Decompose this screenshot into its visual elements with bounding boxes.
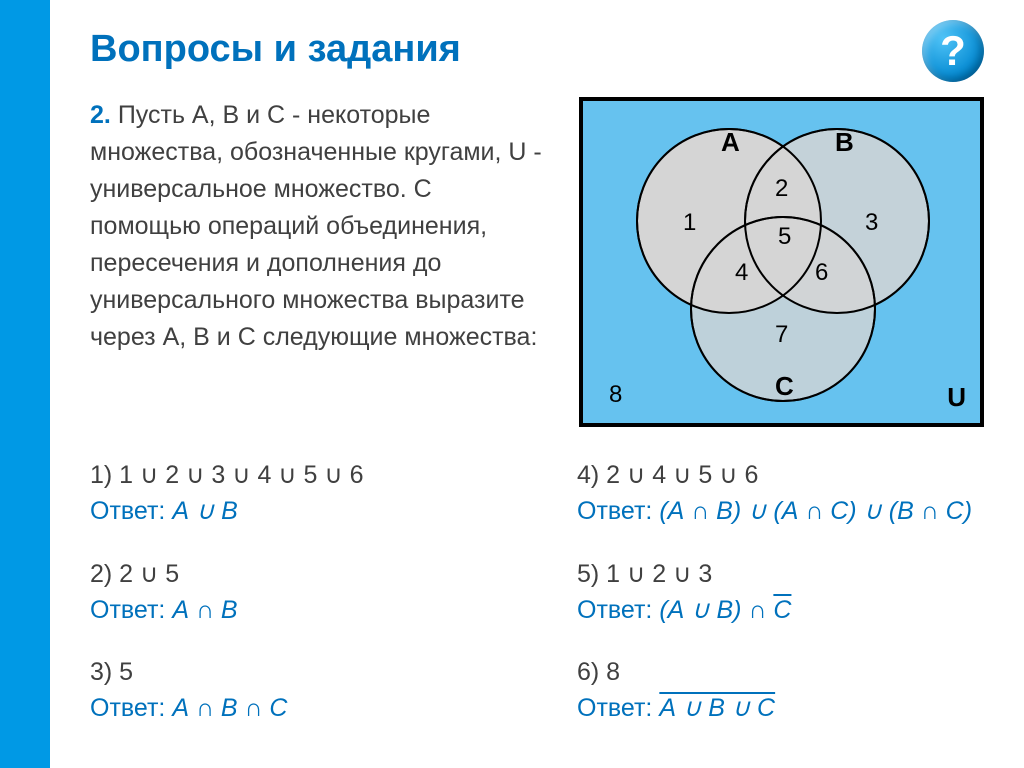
- venn-region-4: 4: [735, 259, 748, 287]
- venn-region-5: 5: [778, 223, 791, 251]
- venn-region-3: 3: [865, 209, 878, 237]
- problem-number: 2.: [90, 101, 111, 129]
- qa-3: 3) 5 Ответ: А ∩ В ∩ С: [90, 654, 497, 727]
- venn-diagram: А В С U 1 2 3 4 5 6 7 8: [579, 97, 984, 427]
- help-icon: ?: [922, 20, 984, 82]
- venn-region-1: 1: [683, 209, 696, 237]
- venn-label-c: С: [775, 371, 794, 402]
- answer-1-label: Ответ:: [90, 497, 165, 525]
- qa-1: 1) 1 ∪ 2 ∪ 3 ∪ 4 ∪ 5 ∪ 6 Ответ: А ∪ В: [90, 457, 497, 530]
- answer-6: Ответ: А ∪ В ∪ С: [577, 690, 984, 726]
- venn-region-6: 6: [815, 259, 828, 287]
- answer-4-label: Ответ:: [577, 497, 652, 525]
- answers-grid: 1) 1 ∪ 2 ∪ 3 ∪ 4 ∪ 5 ∪ 6 Ответ: А ∪ В 2)…: [90, 457, 984, 753]
- venn-region-2: 2: [775, 175, 788, 203]
- answer-5-pre: (А ∪ В) ∩: [652, 596, 773, 624]
- answer-6-label: Ответ:: [577, 694, 652, 722]
- question-5: 5) 1 ∪ 2 ∪ 3: [577, 556, 984, 592]
- answer-4: Ответ: (А ∩ В) ∪ (А ∩ С) ∪ (В ∩ С): [577, 493, 984, 529]
- answer-4-expr: (А ∩ В) ∪ (А ∩ С) ∪ (В ∩ С): [652, 497, 972, 525]
- venn-region-8: 8: [609, 381, 622, 409]
- qa-5: 5) 1 ∪ 2 ∪ 3 Ответ: (А ∪ В) ∩ С: [577, 556, 984, 629]
- venn-label-a: А: [721, 127, 740, 158]
- answers-col-left: 1) 1 ∪ 2 ∪ 3 ∪ 4 ∪ 5 ∪ 6 Ответ: А ∪ В 2)…: [90, 457, 497, 753]
- answer-2-label: Ответ:: [90, 596, 165, 624]
- slide-content: Вопросы и задания ? 2. Пусть А, В и С - …: [50, 0, 1024, 768]
- question-6: 6) 8: [577, 654, 984, 690]
- answer-1-expr: А ∪ В: [165, 497, 238, 525]
- answer-5: Ответ: (А ∪ В) ∩ С: [577, 592, 984, 628]
- qa-2: 2) 2 ∪ 5 Ответ: А ∩ В: [90, 556, 497, 629]
- question-2: 2) 2 ∪ 5: [90, 556, 497, 592]
- top-row: 2. Пусть А, В и С - некоторые множества,…: [90, 97, 984, 427]
- venn-label-b: В: [835, 127, 854, 158]
- answer-3: Ответ: А ∩ В ∩ С: [90, 690, 497, 726]
- question-1: 1) 1 ∪ 2 ∪ 3 ∪ 4 ∪ 5 ∪ 6: [90, 457, 497, 493]
- answer-6-bar: А ∪ В ∪ С: [659, 694, 775, 722]
- sidebar-stripe: [0, 0, 50, 768]
- question-3: 3) 5: [90, 654, 497, 690]
- answer-2-expr: А ∩ В: [165, 596, 237, 624]
- problem-statement: 2. Пусть А, В и С - некоторые множества,…: [90, 97, 549, 356]
- qa-4: 4) 2 ∪ 4 ∪ 5 ∪ 6 Ответ: (А ∩ В) ∪ (А ∩ С…: [577, 457, 984, 530]
- answer-3-label: Ответ:: [90, 694, 165, 722]
- answers-col-right: 4) 2 ∪ 4 ∪ 5 ∪ 6 Ответ: (А ∩ В) ∪ (А ∩ С…: [577, 457, 984, 753]
- venn-label-u: U: [947, 382, 966, 413]
- answer-5-label: Ответ:: [577, 596, 652, 624]
- venn-region-7: 7: [775, 321, 788, 349]
- answer-5-bar: С: [773, 596, 791, 624]
- question-4: 4) 2 ∪ 4 ∪ 5 ∪ 6: [577, 457, 984, 493]
- problem-body: Пусть А, В и С - некоторые множества, об…: [90, 101, 542, 351]
- page-title: Вопросы и задания: [90, 28, 984, 71]
- answer-2: Ответ: А ∩ В: [90, 592, 497, 628]
- qa-6: 6) 8 Ответ: А ∪ В ∪ С: [577, 654, 984, 727]
- answer-3-expr: А ∩ В ∩ С: [165, 694, 287, 722]
- answer-1: Ответ: А ∪ В: [90, 493, 497, 529]
